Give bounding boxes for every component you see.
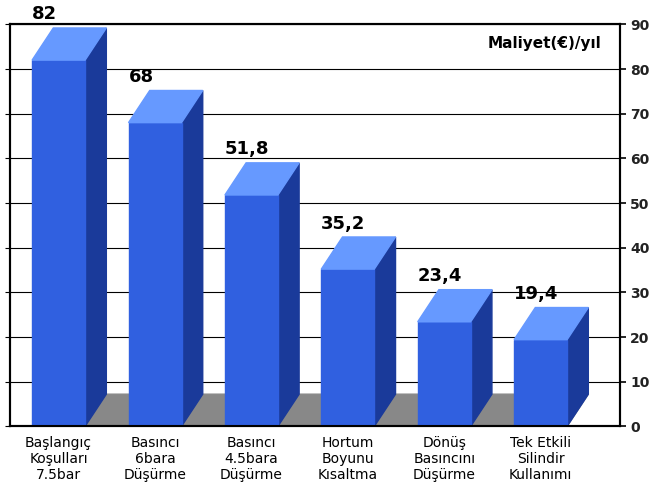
Polygon shape	[418, 322, 471, 427]
Polygon shape	[32, 60, 85, 427]
Polygon shape	[128, 122, 181, 427]
Polygon shape	[471, 290, 492, 427]
Polygon shape	[514, 340, 567, 427]
Text: 51,8: 51,8	[225, 141, 269, 159]
Polygon shape	[181, 90, 203, 427]
Polygon shape	[278, 163, 299, 427]
Polygon shape	[32, 394, 588, 427]
Polygon shape	[514, 307, 588, 340]
Polygon shape	[32, 28, 106, 60]
Polygon shape	[322, 237, 396, 269]
Text: 68: 68	[128, 68, 154, 86]
Polygon shape	[567, 307, 588, 427]
Text: 19,4: 19,4	[514, 285, 559, 303]
Polygon shape	[128, 90, 203, 122]
Text: Maliyet(€)/yıl: Maliyet(€)/yıl	[487, 37, 601, 51]
Text: 35,2: 35,2	[322, 215, 365, 232]
Polygon shape	[85, 28, 106, 427]
Text: 82: 82	[32, 5, 57, 23]
Polygon shape	[225, 195, 278, 427]
Polygon shape	[225, 163, 299, 195]
Polygon shape	[322, 269, 374, 427]
Polygon shape	[418, 290, 492, 322]
Text: 23,4: 23,4	[418, 267, 462, 285]
Polygon shape	[374, 237, 396, 427]
